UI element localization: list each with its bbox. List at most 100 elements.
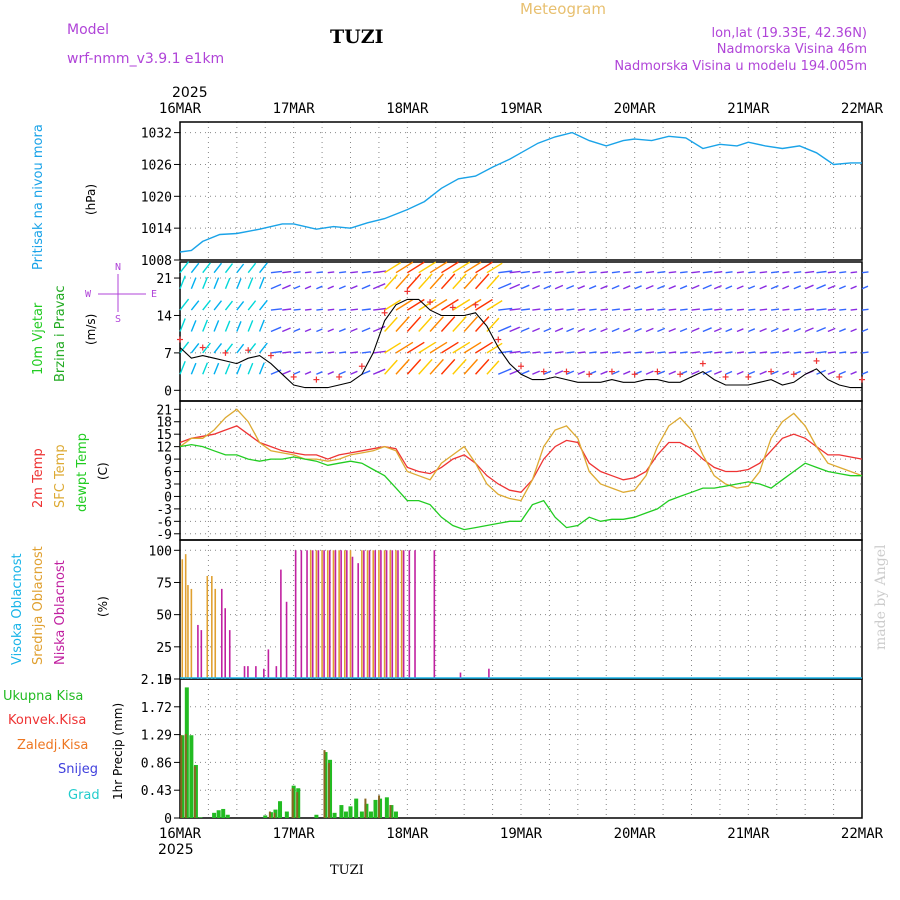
precip-total-bar	[198, 817, 203, 818]
wind-arrow	[361, 284, 371, 290]
wind-arrow	[475, 298, 493, 311]
wind-arrow	[293, 328, 301, 333]
precip-total-bar	[221, 808, 226, 818]
y-tick-label: 1.72	[141, 701, 172, 716]
wind-arrow	[463, 261, 482, 274]
pressure-ylabel: (hPa)	[84, 184, 98, 215]
wind-arrow	[452, 261, 471, 274]
wind-arrow	[793, 271, 802, 274]
precip-total-bar	[354, 798, 359, 818]
wind-arrow	[645, 271, 655, 274]
wind-arrow	[327, 271, 335, 274]
wind-arrow	[838, 370, 846, 375]
lonlat-text: lon,lat (19.33E, 42.36N)	[711, 26, 867, 41]
wind-arrow	[555, 351, 564, 354]
wind-arrow	[793, 285, 801, 290]
wind-arrow	[213, 262, 223, 274]
wind-arrow	[702, 351, 713, 354]
precip-total-bar	[189, 735, 194, 818]
precip-conv-bar	[378, 795, 381, 818]
wind-arrow	[816, 284, 826, 290]
wind-arrow	[350, 327, 358, 333]
wind-arrow	[327, 328, 334, 333]
panel-3: 0 25 50 75 100	[149, 539, 863, 688]
wind-arrow	[861, 351, 869, 354]
wind-arrow	[236, 263, 245, 274]
wind-arrow	[850, 351, 858, 354]
wind-arrow	[736, 370, 744, 375]
wind-arrow	[350, 308, 358, 311]
precip-total-bar	[314, 814, 319, 818]
wind-arrow	[634, 285, 642, 290]
y-tick-label: 0	[164, 384, 172, 399]
temp2m-label: 2m Temp	[31, 448, 46, 508]
wind-arrow	[668, 351, 677, 354]
wind-arrow	[668, 271, 677, 274]
wind-arrow	[236, 300, 245, 311]
wind-arrow	[361, 327, 371, 333]
wind-arrow	[509, 283, 521, 290]
wind-arrow	[293, 308, 301, 311]
wind-arrow	[384, 359, 398, 375]
wind-arrow	[179, 318, 186, 332]
year-top: 2025	[172, 85, 208, 101]
wind-arrow	[691, 327, 700, 333]
pressure-line	[179, 131, 862, 253]
wind-arrow	[213, 362, 220, 375]
wind-arrow	[748, 308, 756, 311]
wind-arrow	[725, 370, 733, 375]
x-tick-label-bottom: 17MAR	[273, 826, 316, 842]
wind-arrow	[748, 370, 756, 375]
wind-arrow	[793, 351, 802, 354]
wind-arrow	[600, 327, 608, 333]
x-tick-label-bottom: 20MAR	[614, 826, 657, 842]
wind-arrow	[839, 271, 847, 274]
wind-arrow	[247, 362, 254, 375]
wind-arrow	[520, 351, 530, 354]
wind-arrow	[497, 282, 512, 290]
wind-arrow	[406, 316, 422, 332]
wind-arrow	[759, 327, 767, 333]
y-tick-label: 7	[164, 347, 172, 362]
wind-arrow	[782, 351, 790, 354]
wind-arrow	[418, 316, 433, 332]
wind-arrow	[736, 271, 744, 274]
wind-arrow	[475, 261, 493, 274]
wind-arrow	[190, 342, 200, 354]
wind-arrow	[520, 370, 530, 375]
wind-arrow	[498, 270, 513, 274]
product-title: Meteogram	[520, 0, 606, 18]
wind-arrow	[748, 351, 756, 354]
wind-arrow	[475, 316, 490, 332]
wind-arrow	[486, 262, 503, 274]
wind-arrow	[645, 327, 654, 333]
wind-arrow	[395, 273, 410, 290]
wind-arrow	[395, 358, 410, 375]
wind-label-a: 10m Vjetar	[31, 302, 46, 375]
wind-arrow	[759, 285, 767, 290]
wind-arrows	[177, 261, 869, 383]
wind-arrow	[406, 341, 425, 354]
wind-arrow	[498, 307, 513, 311]
wind-arrow	[668, 327, 676, 333]
x-tick-label-top: 18MAR	[386, 101, 429, 117]
wind-arrow	[600, 370, 608, 375]
wind-arrow	[361, 370, 371, 375]
wind-arrow	[850, 371, 857, 375]
wind-arrow	[759, 351, 768, 354]
y-tick-label: 75	[156, 576, 172, 591]
wind-arrow	[657, 370, 666, 375]
wind-arrow	[554, 370, 564, 375]
wind-arrow	[566, 370, 575, 375]
wind-arrow	[429, 273, 444, 290]
x-tick-label-top: 20MAR	[614, 101, 657, 117]
wind-arrow	[691, 284, 700, 290]
wind-arrow	[339, 271, 347, 274]
wind-arrow	[816, 351, 827, 354]
wind-arrow	[588, 327, 597, 333]
y-tick-label: 100	[149, 544, 172, 559]
wind-arrow	[759, 308, 768, 311]
wind-arrow	[338, 328, 346, 333]
wind-arrow	[770, 351, 780, 354]
y-tick-label: 1.29	[141, 729, 172, 744]
